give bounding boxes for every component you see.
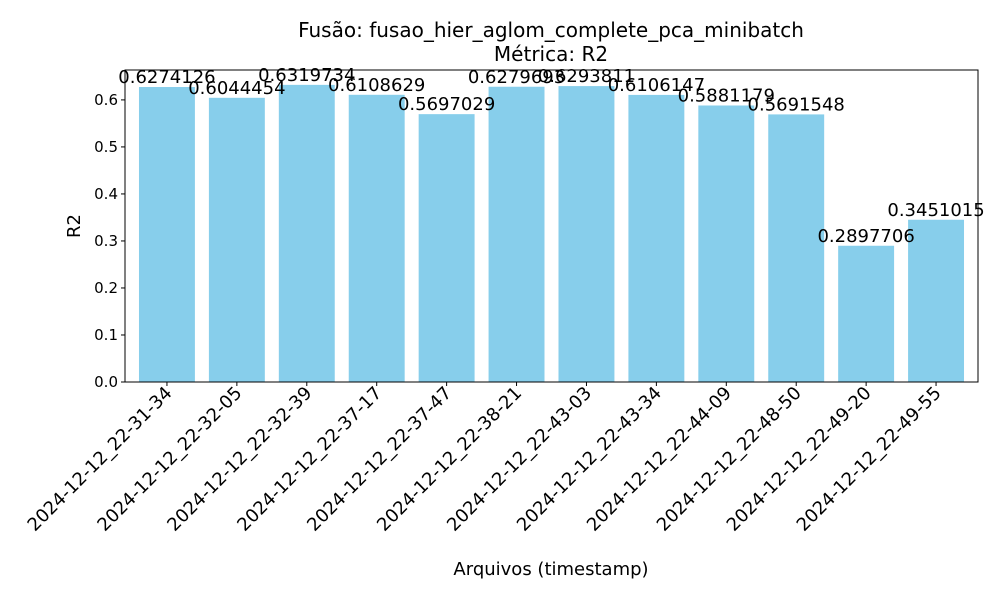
bar	[558, 86, 615, 382]
bar-value-label: 0.6274126	[118, 67, 215, 88]
x-tick-label: 2024-12-12_22-48-50	[653, 383, 806, 536]
plot-frame	[124, 69, 979, 383]
bar-value-label: 0.6044454	[188, 78, 285, 99]
y-tick-label: 0.0	[94, 373, 118, 391]
bar	[348, 94, 405, 383]
y-tick-label: 0.6	[94, 91, 118, 109]
value-labels-group: 0.62741260.60444540.63197340.61086290.56…	[118, 65, 984, 247]
bar-value-label: 0.6279693	[468, 67, 565, 88]
bar	[768, 114, 825, 383]
x-tick-label: 2024-12-12_22-38-21	[373, 383, 526, 536]
bar	[418, 114, 475, 383]
bar-value-label: 0.5697029	[398, 94, 495, 115]
x-tick-label: 2024-12-12_22-37-47	[303, 383, 456, 536]
bar-value-label: 0.5881179	[678, 85, 775, 106]
y-tick-label: 0.3	[94, 232, 118, 250]
x-axis: 2024-12-12_22-31-342024-12-12_22-32-0520…	[24, 382, 946, 536]
bars-group	[138, 84, 965, 383]
bar	[628, 94, 685, 382]
x-tick-label: 2024-12-12_22-31-34	[24, 383, 177, 536]
bar-value-label: 0.6108629	[328, 75, 425, 96]
bar-value-label: 0.2897706	[817, 226, 914, 247]
x-tick-label: 2024-12-12_22-37-17	[233, 383, 386, 536]
x-tick-label: 2024-12-12_22-44-09	[583, 383, 736, 536]
bar	[208, 97, 265, 382]
bar	[838, 245, 895, 382]
x-tick-label: 2024-12-12_22-32-05	[93, 383, 246, 536]
y-tick-label: 0.2	[94, 279, 118, 297]
bar	[488, 86, 545, 382]
bar	[698, 105, 755, 383]
bar-value-label: 0.5691548	[748, 94, 845, 115]
y-axis-label: R2	[64, 214, 85, 238]
x-axis-label: Arquivos (timestamp)	[453, 559, 648, 580]
x-tick-label: 2024-12-12_22-43-34	[513, 383, 666, 536]
x-tick-label: 2024-12-12_22-49-20	[723, 383, 876, 536]
y-tick-label: 0.1	[94, 326, 118, 344]
bar	[138, 87, 195, 382]
bar-value-label: 0.3451015	[887, 200, 984, 221]
x-tick-label: 2024-12-12_22-32-39	[163, 383, 316, 536]
bar	[278, 84, 335, 383]
chart-subtitle: Métrica: R2	[494, 42, 608, 66]
bar-value-label: 0.6106147	[608, 75, 705, 96]
chart-title: Fusão: fusao_hier_aglom_complete_pca_min…	[298, 18, 804, 42]
bar-value-label: 0.6293811	[538, 66, 635, 87]
bar	[908, 219, 965, 382]
x-tick-label: 2024-12-12_22-43-03	[443, 383, 596, 536]
y-tick-label: 0.5	[94, 138, 118, 156]
y-axis: 0.0 0.1 0.2 0.3 0.4 0.5 0.6	[94, 91, 125, 391]
x-tick-label: 2024-12-12_22-49-55	[793, 383, 946, 536]
y-tick-label: 0.4	[94, 185, 118, 203]
